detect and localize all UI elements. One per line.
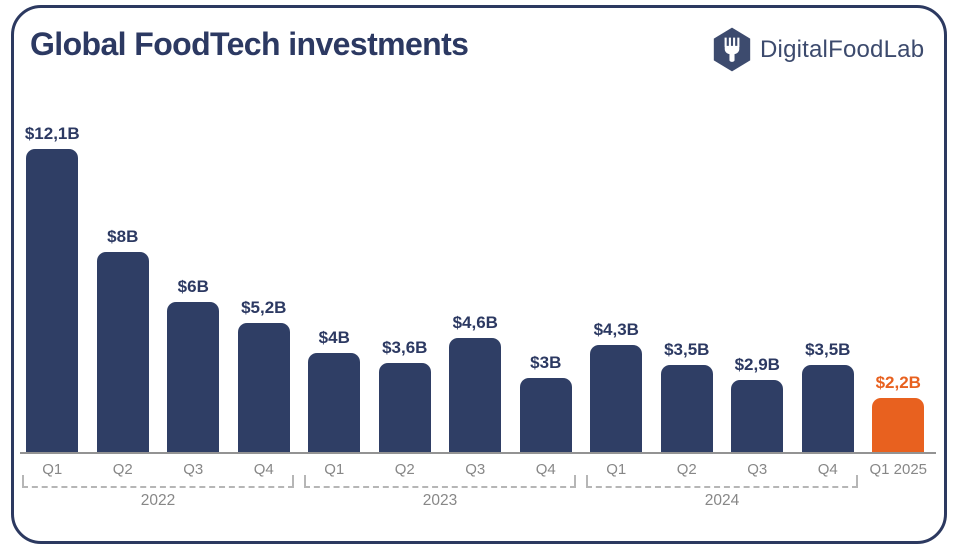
brand-logo: DigitalFoodLab: [712, 25, 924, 73]
page-title: Global FoodTech investments: [30, 26, 469, 62]
chart-card: [11, 5, 947, 544]
brand-name: DigitalFoodLab: [760, 36, 925, 63]
fork-hexagon-icon: [713, 27, 751, 71]
